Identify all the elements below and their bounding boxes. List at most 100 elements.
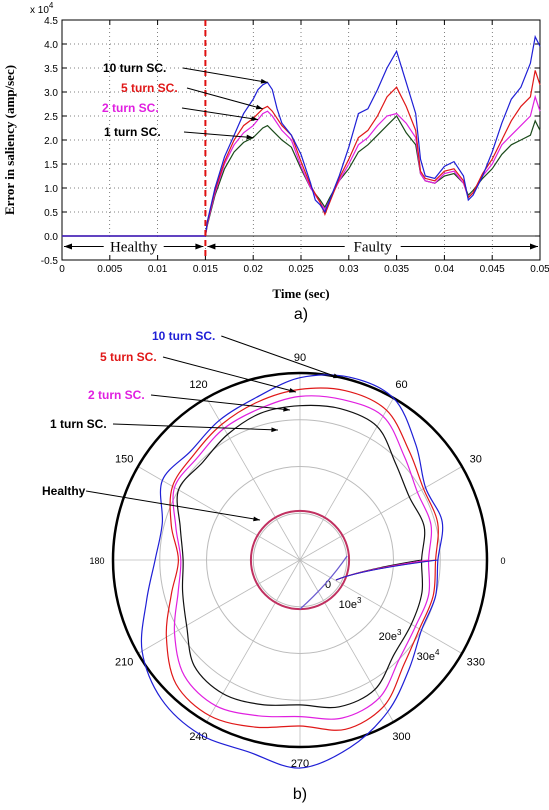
y-tick-label: 4.5 <box>44 16 58 27</box>
y-tick-label: 3.0 <box>44 88 58 99</box>
annotation-arrow-head <box>289 388 296 393</box>
panel-b-caption: b) <box>293 786 307 803</box>
annotation-arrow-head <box>255 104 263 110</box>
y-multiplier-exponent: 4 <box>49 1 54 10</box>
y-tick-label: 1.0 <box>44 184 58 195</box>
y-tick-label: 1.5 <box>44 160 58 171</box>
y-tick-label: 2.5 <box>44 112 58 123</box>
region-arrows: Healthy Faulty <box>64 239 538 256</box>
series-annotation-label: 2 turn SC. <box>102 101 159 115</box>
angle-label: 330 <box>467 657 485 669</box>
series-tail <box>335 559 438 581</box>
annotation-arrow <box>181 107 259 121</box>
series-annotations: Healthy 1 turn SC. 2 turn SC. 5 turn SC. 10 … <box>42 329 341 522</box>
annotation-arrow <box>150 394 291 411</box>
angle-label: 0 <box>500 556 505 566</box>
series-annotation-label: 5 turn SC. <box>100 350 157 364</box>
radius-tick-base: 20e <box>379 631 397 643</box>
annotation-arrow <box>183 131 254 139</box>
x-tick-label: 0.02 <box>243 264 263 275</box>
x-tick-label: 0.05 <box>530 264 549 275</box>
series-tail <box>335 559 436 581</box>
radius-tick-label: 30e4 <box>417 648 440 663</box>
x-tick-label: 0.035 <box>384 264 409 275</box>
polar-grid <box>111 371 489 749</box>
radius-tick-exponent: 3 <box>357 596 362 605</box>
series-curve <box>140 374 444 769</box>
y-tick-label: 4.0 <box>44 40 58 51</box>
y-tick-label: 0.0 <box>44 232 58 243</box>
series-annotation-label: Healthy <box>42 484 86 498</box>
arrow-head <box>64 243 72 250</box>
annotation-arrow <box>162 356 297 393</box>
y-tick-labels: -0.5 0.0 0.5 1.0 1.5 2.0 2.5 3.0 3.5 4.0 4.5 <box>41 16 59 267</box>
series-annotation-label: 10 turn SC. <box>103 61 166 75</box>
polar-series <box>140 374 444 769</box>
angle-label: 150 <box>115 454 133 466</box>
x-tick-label: 0.015 <box>193 264 218 275</box>
radius-tick-base: 30e <box>417 651 435 663</box>
x-tick-label: 0.03 <box>339 264 359 275</box>
x-tick-labels: 0 0.005 0.01 0.015 0.02 0.025 0.03 0.035 0.04 0.0… <box>59 264 549 275</box>
annotation-arrow-head <box>271 427 278 433</box>
radius-tick-label: 20e3 <box>379 628 402 643</box>
angle-label: 90 <box>294 352 306 364</box>
angle-label: 240 <box>189 731 207 743</box>
radius-tick-base: 10e <box>339 599 357 611</box>
x-tick-label: 0.025 <box>288 264 313 275</box>
angle-label: 210 <box>115 657 133 669</box>
radius-tick-label: 10e3 <box>339 596 362 611</box>
annotation-arrow-head <box>251 116 258 121</box>
angle-label: 60 <box>395 379 407 391</box>
y-tick-label: 2.0 <box>44 136 58 147</box>
annotation-arrow <box>221 335 341 379</box>
label-background <box>344 239 401 254</box>
arrow-head <box>195 243 204 250</box>
angle-label: 30 <box>470 454 482 466</box>
x-tick-label: 0.005 <box>97 264 122 275</box>
annotation-arrow-head <box>283 406 290 412</box>
radius-ring <box>252 512 348 608</box>
origin-label: 0 <box>325 579 331 591</box>
radius-tick-exponent: 4 <box>435 648 440 657</box>
annotation-arrow <box>112 423 279 431</box>
y-tick-label: 0.5 <box>44 208 58 219</box>
panel-a-caption: a) <box>294 306 308 323</box>
angle-label: 120 <box>189 379 207 391</box>
series-curve <box>172 395 433 720</box>
x-axis-label: Time (sec) <box>272 286 329 301</box>
series-annotations: 10 turn SC. 5 turn SC. 2 turn SC. 1 turn SC… <box>102 61 268 140</box>
x-tick-label: 0.045 <box>480 264 505 275</box>
series-annotation-label: 2 turn SC. <box>88 388 145 402</box>
line-chart: 0 0.005 0.01 0.015 0.02 0.025 0.03 0.035 0.04 0.0… <box>2 1 549 323</box>
x-tick-label: 0 <box>59 264 65 275</box>
x-tick-label: 0.04 <box>435 264 455 275</box>
series-line <box>62 34 541 237</box>
y-tick-label: 3.5 <box>44 64 58 75</box>
series-annotation-label: 10 turn SC. <box>152 329 215 343</box>
annotation-arrow <box>86 490 261 521</box>
y-axis-label: Error in saliency (amp/sec) <box>2 65 17 215</box>
radius-ring <box>206 466 394 654</box>
angle-label: 180 <box>89 556 104 566</box>
annotation-arrow-head <box>260 78 268 84</box>
annotation-arrow-head <box>246 134 254 140</box>
y-multiplier-base: x 10 <box>30 5 49 16</box>
y-tick-label: -0.5 <box>41 256 59 267</box>
series-annotation-label: 5 turn SC. <box>121 81 178 95</box>
series-annotation-label: 1 turn SC. <box>50 417 107 431</box>
annotation-arrow-head <box>253 516 260 522</box>
outer-ring <box>111 371 489 749</box>
radius-ring <box>159 419 441 701</box>
arrow-head <box>530 243 538 250</box>
series-tail <box>299 555 348 610</box>
healthy-region-label: Healthy <box>110 240 158 256</box>
faulty-region-label: Faulty <box>354 240 393 256</box>
angle-label: 300 <box>392 731 410 743</box>
annotation-arrow-head <box>333 373 340 379</box>
label-background <box>103 239 164 254</box>
